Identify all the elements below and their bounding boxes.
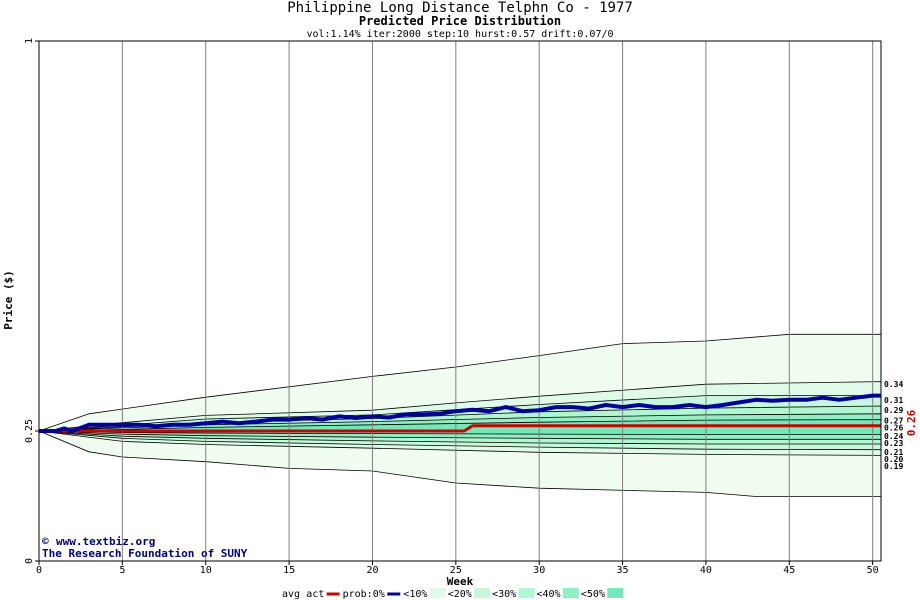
credit: © www.textbiz.org The Research Foundatio… bbox=[42, 535, 248, 560]
y-axis-label: Price ($) bbox=[2, 270, 15, 330]
x-tick-label: 5 bbox=[119, 565, 125, 576]
x-tick-label: 20 bbox=[366, 565, 378, 576]
vertical-gridlines bbox=[121, 41, 874, 561]
legend-label: <30% bbox=[492, 589, 516, 600]
series-prob bbox=[39, 393, 881, 433]
legend-item: <40% bbox=[537, 588, 579, 600]
end-label: 0.20 bbox=[884, 455, 903, 464]
x-axis-ticks: 0 5 10 15 20 25 30 35 40 45 50 bbox=[36, 561, 879, 576]
legend-label: prob:0% bbox=[343, 589, 385, 600]
end-label: 0.31 bbox=[884, 396, 903, 405]
end-label: 0.21 bbox=[884, 448, 903, 457]
x-tick-label: 15 bbox=[283, 565, 295, 576]
x-tick-label: 25 bbox=[450, 565, 462, 576]
x-tick-label: 50 bbox=[867, 565, 879, 576]
end-label: 0.26 bbox=[884, 424, 903, 433]
y-axis-ticks: 0 0.25 1 bbox=[24, 38, 39, 564]
legend-label: <50% bbox=[581, 589, 605, 600]
chart-title: Philippine Long Distance Telphn Co - 197… bbox=[287, 0, 633, 16]
end-label: 0.27 bbox=[884, 417, 903, 426]
end-label: 0.23 bbox=[884, 439, 903, 448]
x-tick-label: 35 bbox=[617, 565, 629, 576]
legend-item: <10% bbox=[403, 588, 446, 600]
legend-item: <50% bbox=[581, 588, 624, 600]
legend-swatch bbox=[518, 588, 535, 598]
legend-swatch bbox=[562, 588, 579, 598]
credit-site[interactable]: www.textbiz.org bbox=[56, 535, 155, 548]
legend-item: avg bbox=[282, 589, 300, 600]
x-tick-label: 30 bbox=[533, 565, 545, 576]
legend-label: act bbox=[306, 589, 324, 600]
probability-bands bbox=[37, 333, 882, 497]
y-tick-label: 1 bbox=[24, 38, 35, 44]
end-label: 0.19 bbox=[884, 462, 903, 471]
legend-item: <20% bbox=[448, 588, 491, 600]
chart-params: vol:1.14% iter:2000 step:10 hurst:0.57 d… bbox=[306, 29, 613, 40]
legend-label: <10% bbox=[403, 589, 427, 600]
x-tick-label: 40 bbox=[700, 565, 712, 576]
end-label: 0.34 bbox=[884, 380, 903, 389]
legend: avg act prob:0% <10% <20% <30% <40% <50% bbox=[282, 588, 624, 600]
y-tick-label: 0.25 bbox=[24, 419, 35, 443]
plot-frame bbox=[38, 40, 882, 562]
legend-label: avg bbox=[282, 589, 300, 600]
legend-label: <40% bbox=[537, 589, 561, 600]
legend-item: act bbox=[306, 589, 340, 600]
x-tick-label: 10 bbox=[200, 565, 212, 576]
y-tick-label: 0 bbox=[24, 558, 35, 564]
legend-label: <20% bbox=[448, 589, 472, 600]
legend-item: <30% bbox=[492, 588, 535, 600]
end-label: 0.29 bbox=[884, 406, 903, 415]
x-tick-label: 45 bbox=[783, 565, 795, 576]
legend-swatch bbox=[474, 588, 491, 598]
legend-swatch bbox=[429, 588, 446, 598]
credit-org: The Research Foundation of SUNY bbox=[42, 547, 248, 560]
end-value-labels: 0.34 0.310.29 0.270.260.240.230.210.200.19 bbox=[884, 380, 903, 471]
end-label: 0.24 bbox=[884, 432, 903, 441]
x-axis-label: Week bbox=[447, 575, 474, 588]
series-act bbox=[39, 424, 881, 433]
copyright-icon: © bbox=[42, 535, 49, 548]
current-price-label: 0.26 bbox=[905, 409, 918, 436]
legend-item: prob:0% bbox=[343, 589, 401, 600]
series-lines bbox=[39, 393, 881, 433]
x-tick-label: 0 bbox=[36, 565, 42, 576]
legend-swatch bbox=[607, 588, 624, 598]
chart-subtitle: Predicted Price Distribution bbox=[359, 14, 561, 28]
